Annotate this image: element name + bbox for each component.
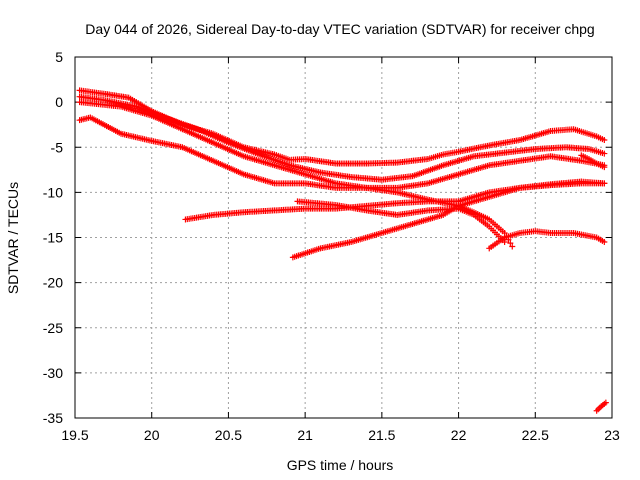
series-arc-9	[578, 152, 608, 171]
data-point	[601, 150, 608, 157]
y-tick-label: -10	[43, 184, 63, 200]
data-series	[76, 87, 609, 414]
x-tick-label: 21	[297, 427, 313, 443]
y-tick-labels: 5 0 -5 -10 -15 -20 -25 -30 -35	[43, 49, 63, 426]
y-tick-label: -15	[43, 230, 63, 246]
data-point	[601, 137, 608, 144]
x-axis-label: GPS time / hours	[287, 457, 394, 473]
y-axis-label: SDTVAR / TECUs	[5, 182, 21, 294]
x-tick-label: 22.5	[522, 427, 549, 443]
y-tick-label: -5	[51, 139, 64, 155]
data-point	[601, 164, 608, 171]
series-arc-10	[593, 399, 609, 414]
y-tick-label: -20	[43, 275, 63, 291]
x-tick-label: 21.5	[368, 427, 395, 443]
series-arc-8	[486, 228, 608, 252]
series-arc-7	[289, 178, 608, 261]
data-point	[601, 180, 608, 187]
data-point	[509, 243, 516, 250]
y-tick-label: -35	[43, 410, 63, 426]
series-arc-6	[294, 198, 508, 246]
x-tick-label: 20	[144, 427, 160, 443]
data-point	[601, 239, 608, 246]
x-tick-label: 23	[604, 427, 620, 443]
data-point	[507, 240, 514, 247]
y-tick-label: 0	[55, 94, 63, 110]
y-tick-label: -25	[43, 320, 63, 336]
plot-frame	[74, 56, 613, 419]
x-tick-label: 19.5	[61, 427, 88, 443]
x-tick-label: 20.5	[215, 427, 242, 443]
x-tick-label: 22	[451, 427, 467, 443]
chart-title: Day 044 of 2026, Sidereal Day-to-day VTE…	[85, 21, 594, 37]
y-tick-label: 5	[55, 49, 63, 65]
grid-lines	[75, 57, 612, 418]
series-arc-2	[76, 93, 608, 183]
x-tick-labels: 19.5 20 20.5 21 21.5 22 22.5 23	[61, 427, 620, 443]
y-tick-label: -30	[43, 365, 63, 381]
data-point	[602, 399, 609, 406]
